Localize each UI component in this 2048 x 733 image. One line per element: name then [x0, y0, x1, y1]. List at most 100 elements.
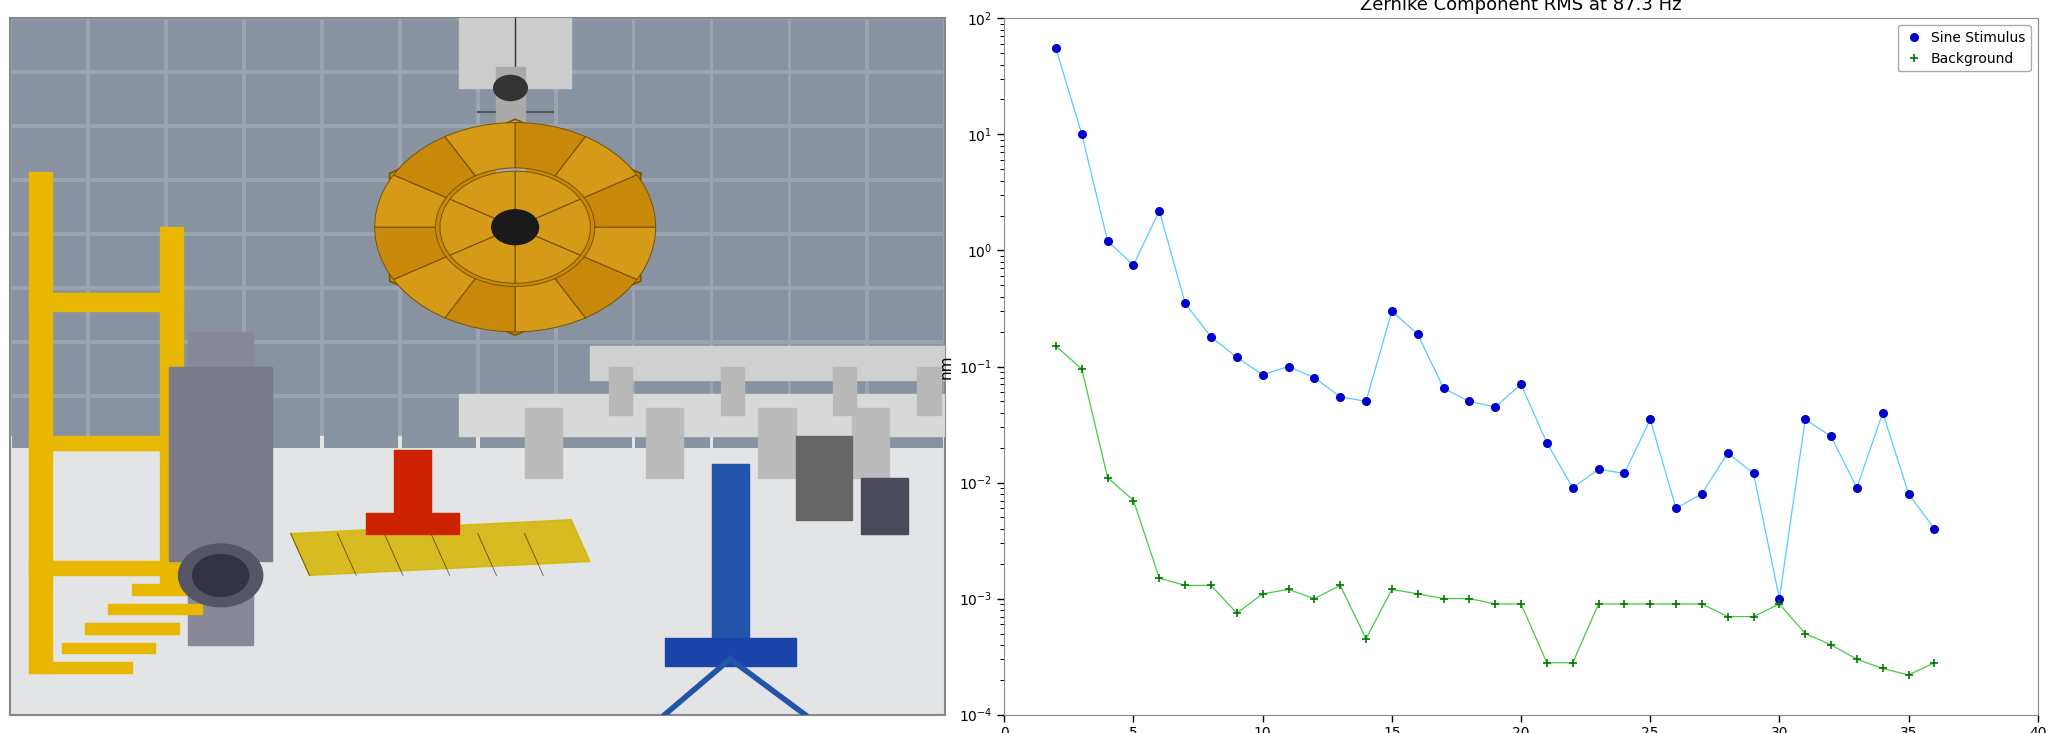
Polygon shape: [444, 279, 516, 332]
Sine Stimulus: [1147, 206, 1171, 215]
Background: [1819, 641, 1843, 649]
Bar: [479, 236, 553, 286]
Bar: [12, 128, 86, 178]
Sine Stimulus: [1587, 465, 1612, 474]
Sine Stimulus: [1380, 306, 1405, 315]
Bar: [797, 436, 852, 520]
Bar: [791, 398, 866, 448]
Background: [1845, 655, 1870, 663]
Bar: [324, 128, 397, 178]
Bar: [90, 398, 164, 448]
Sine Stimulus: [1456, 397, 1481, 406]
Background: [1638, 600, 1663, 608]
Sine Stimulus: [1870, 408, 1894, 417]
Sine Stimulus: [1174, 299, 1198, 308]
Bar: [246, 398, 319, 448]
Bar: [711, 464, 750, 659]
Bar: [246, 74, 319, 124]
Sine Stimulus: [1276, 362, 1300, 371]
Sine Stimulus: [1612, 469, 1636, 478]
Bar: [401, 345, 475, 394]
Background: [1069, 365, 1094, 374]
Bar: [590, 346, 946, 380]
Polygon shape: [516, 122, 586, 176]
Bar: [557, 290, 631, 340]
Bar: [168, 345, 242, 394]
Polygon shape: [516, 227, 580, 284]
Sine Stimulus: [1120, 260, 1145, 269]
Background: [1432, 594, 1456, 603]
Sine Stimulus: [1561, 484, 1585, 493]
Bar: [608, 366, 633, 415]
Background: [1923, 658, 1948, 667]
Bar: [459, 18, 571, 88]
Bar: [645, 408, 684, 478]
Bar: [61, 643, 156, 653]
Legend: Sine Stimulus, Background: Sine Stimulus, Background: [1898, 25, 2032, 71]
Bar: [479, 290, 553, 340]
Bar: [635, 128, 711, 178]
Bar: [131, 584, 225, 595]
Bar: [635, 236, 711, 286]
Bar: [557, 398, 631, 448]
Bar: [168, 128, 242, 178]
Bar: [635, 74, 711, 124]
Bar: [324, 74, 397, 124]
Background: [1663, 600, 1688, 608]
Bar: [868, 183, 944, 232]
Bar: [365, 513, 459, 534]
Bar: [29, 172, 53, 673]
Background: [1251, 589, 1276, 598]
Bar: [758, 408, 797, 478]
Bar: [791, 183, 866, 232]
Background: [1509, 600, 1534, 608]
Bar: [324, 236, 397, 286]
Circle shape: [178, 544, 262, 607]
Bar: [852, 408, 889, 478]
Circle shape: [193, 554, 248, 597]
Sine Stimulus: [1483, 402, 1507, 411]
Bar: [168, 183, 242, 232]
Sine Stimulus: [1638, 415, 1663, 424]
Bar: [401, 236, 475, 286]
Bar: [90, 290, 164, 340]
Bar: [713, 290, 788, 340]
Background: [1380, 585, 1405, 594]
Background: [1096, 474, 1120, 482]
Bar: [324, 21, 397, 70]
Sine Stimulus: [1432, 384, 1456, 393]
Bar: [479, 21, 553, 70]
Bar: [557, 183, 631, 232]
Sine Stimulus: [1663, 504, 1688, 512]
Polygon shape: [451, 171, 516, 227]
Bar: [246, 236, 319, 286]
Bar: [12, 74, 86, 124]
Bar: [635, 290, 711, 340]
Background: [1690, 600, 1714, 608]
Bar: [393, 450, 430, 520]
Bar: [246, 183, 319, 232]
Bar: [791, 74, 866, 124]
Bar: [834, 366, 856, 415]
Background: [1354, 635, 1378, 644]
Line: Background: Background: [1053, 342, 1939, 679]
Sine Stimulus: [1716, 449, 1741, 457]
Sine Stimulus: [1405, 330, 1430, 339]
Background: [1303, 594, 1327, 603]
Bar: [10, 436, 946, 715]
Bar: [12, 398, 86, 448]
Background: [1767, 600, 1792, 608]
Sine Stimulus: [1225, 353, 1249, 361]
Background: [1741, 612, 1765, 621]
Bar: [557, 128, 631, 178]
Bar: [246, 345, 319, 394]
Bar: [713, 345, 788, 394]
Bar: [557, 345, 631, 394]
Background: [1534, 658, 1559, 667]
Bar: [324, 345, 397, 394]
Bar: [12, 21, 86, 70]
Bar: [324, 290, 397, 340]
Bar: [109, 604, 203, 614]
Sine Stimulus: [1819, 432, 1843, 441]
Polygon shape: [584, 227, 655, 279]
